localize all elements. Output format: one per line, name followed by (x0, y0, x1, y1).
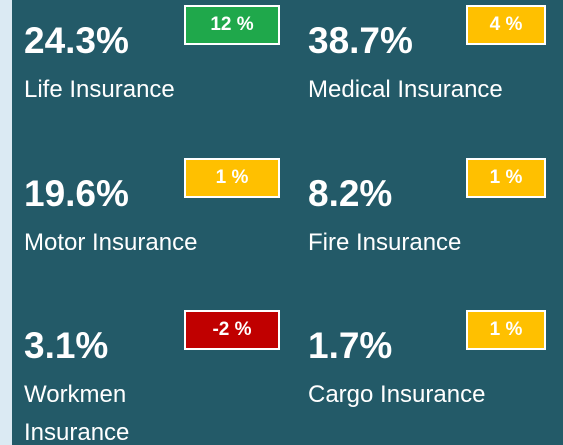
change-badge: 1 % (466, 158, 546, 198)
kpi-label: Motor Insurance (24, 229, 198, 256)
kpi-label: Medical Insurance (308, 76, 503, 103)
kpi-label: Workmen Insurance (24, 381, 130, 445)
change-badge: 1 % (184, 158, 280, 198)
kpi-tile: 24.3% Life Insurance 12 % (24, 5, 294, 159)
change-badge: -2 % (184, 310, 280, 350)
kpi-tile: 1.7% Cargo Insurance 1 % (308, 310, 563, 445)
kpi-panel: 24.3% Life Insurance 12 % 38.7% Medical Insu… (12, 0, 563, 445)
change-badge: 1 % (466, 310, 546, 350)
kpi-value: 8.2% (308, 173, 393, 214)
change-badge: 4 % (466, 5, 546, 45)
kpi-value: 1.7% (308, 325, 393, 366)
kpi-tile: 19.6% Motor Insurance 1 % (24, 158, 294, 312)
kpi-tile: 8.2% Fire Insurance 1 % (308, 158, 563, 312)
change-badge: 12 % (184, 5, 280, 45)
kpi-value: 38.7% (308, 20, 413, 61)
kpi-label: Life Insurance (24, 76, 175, 103)
kpi-label: Cargo Insurance (308, 381, 486, 408)
kpi-value: 24.3% (24, 20, 129, 61)
kpi-tile: 38.7% Medical Insurance 4 % (308, 5, 563, 159)
kpi-label: Fire Insurance (308, 229, 462, 256)
kpi-value: 19.6% (24, 173, 129, 214)
kpi-tile: 3.1% Workmen Insurance -2 % (24, 310, 294, 445)
kpi-value: 3.1% (24, 325, 109, 366)
